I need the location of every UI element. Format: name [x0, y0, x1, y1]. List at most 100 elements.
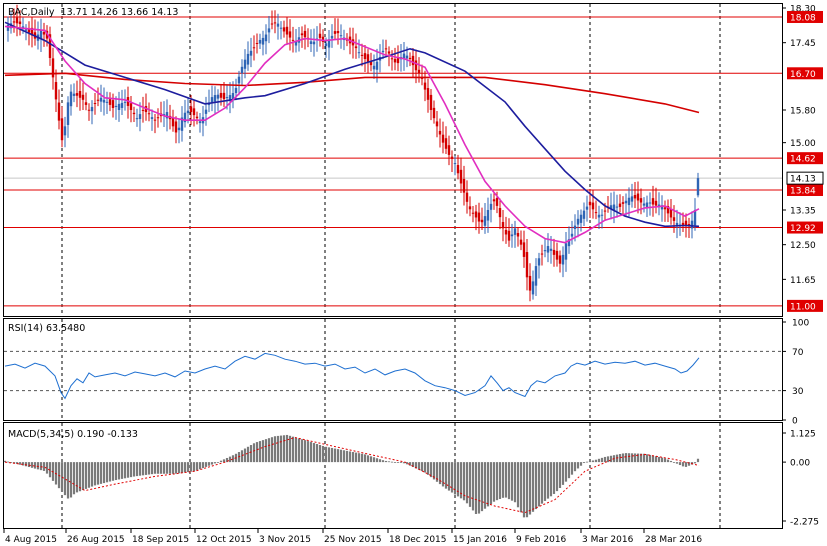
macd-bar: [513, 462, 517, 503]
candle-body: [48, 34, 52, 58]
candle-body: [132, 112, 136, 115]
macd-bar: [549, 462, 553, 497]
candle-body: [663, 207, 667, 210]
macd-bar: [696, 458, 700, 463]
candle-body: [117, 103, 121, 110]
macd-bar: [483, 462, 487, 509]
price-scale: 18.30 17.45 15.80 15.00 13.35 12.50 11.65: [782, 5, 816, 286]
macd-bar: [351, 452, 355, 463]
macd-bar: [276, 435, 280, 463]
macd-bar: [444, 462, 448, 489]
candle-body: [654, 200, 658, 206]
macd-bar: [21, 462, 25, 466]
macd-bar: [321, 445, 325, 463]
macd-bar: [291, 436, 295, 463]
candle-body: [72, 93, 76, 96]
candle-body: [645, 202, 649, 209]
macd-bar: [111, 462, 115, 481]
candle-body: [81, 94, 85, 100]
macd-bar: [246, 446, 250, 463]
candle-body: [627, 197, 631, 206]
candle-body: [423, 82, 427, 90]
candle-body: [666, 206, 670, 214]
candle-body: [339, 35, 343, 37]
macd-bar: [297, 438, 301, 463]
candle-body: [501, 222, 505, 229]
candle-body: [513, 228, 517, 235]
candle-body: [366, 54, 370, 63]
macd-bar: [468, 462, 472, 507]
macd-bar: [183, 462, 187, 473]
candle-body: [255, 42, 259, 44]
macd-bar: [69, 462, 73, 498]
candle-body: [267, 28, 271, 33]
date-label: 18 Dec 2015: [389, 535, 447, 545]
candle-body: [84, 102, 88, 105]
candle-body: [369, 61, 373, 66]
macd-bar: [354, 452, 358, 463]
level-label-box: [787, 67, 823, 80]
macd-bar: [678, 462, 682, 466]
macd-bar: [528, 462, 532, 515]
candle-body: [153, 119, 157, 121]
price-panel-frame: [3, 3, 783, 317]
candle-body: [324, 43, 328, 46]
candle-body: [444, 138, 448, 149]
macd-bar: [453, 462, 457, 495]
macd-bar: [447, 462, 451, 491]
candle-body: [579, 214, 583, 223]
candle-body: [384, 48, 388, 50]
macd-bar: [300, 439, 304, 463]
macd-bar: [681, 462, 685, 467]
macd-bar: [18, 462, 22, 465]
macd-bar: [195, 462, 199, 471]
candle-body: [165, 112, 169, 119]
candle-body: [588, 201, 592, 206]
candle-body: [123, 101, 127, 103]
macd-bar: [636, 453, 640, 463]
macd-bar: [555, 462, 559, 492]
macd-bar: [126, 462, 130, 478]
macd-bar: [6, 461, 10, 463]
candle-body: [177, 127, 181, 131]
macd-scale-label: -2.275: [790, 518, 819, 528]
candle-body: [282, 27, 286, 32]
macd-bar: [60, 462, 64, 492]
candle-body: [495, 198, 499, 206]
macd-bar: [303, 440, 307, 463]
macd-title: MACD(5,34,5) 0.190 -0.133: [8, 429, 138, 440]
price-scale-label: 15.80: [790, 107, 816, 117]
candle-body: [174, 121, 178, 133]
macd-bar: [591, 460, 595, 463]
price-scale-label: 15.00: [790, 139, 816, 149]
macd-bar: [42, 462, 46, 471]
macd-bar: [15, 462, 19, 464]
macd-bar: [252, 443, 256, 463]
macd-bar: [99, 462, 103, 484]
macd-bar: [582, 462, 586, 464]
macd-bar: [498, 462, 502, 499]
macd-bar: [318, 444, 322, 463]
candle-body: [636, 193, 640, 201]
candle-body: [276, 23, 280, 27]
price-scale-label: 17.45: [790, 39, 816, 49]
macd-bar: [687, 462, 691, 466]
macd-bar: [153, 462, 157, 474]
candle-body: [288, 31, 292, 38]
macd-bar: [543, 462, 547, 501]
macd-bar: [144, 462, 148, 475]
candle-body: [531, 281, 535, 295]
candle-body: [105, 101, 109, 103]
candle-body: [138, 114, 142, 119]
macd-signal-line: [4, 436, 700, 514]
macd-bar: [222, 459, 226, 463]
macd-bar: [258, 441, 262, 463]
macd-bar: [435, 462, 439, 482]
macd-bar: [93, 462, 97, 486]
macd-bar: [531, 462, 535, 512]
macd-bar: [360, 453, 364, 463]
candle-body: [462, 178, 466, 193]
candle-body: [51, 58, 55, 78]
macd-bar: [399, 462, 403, 463]
